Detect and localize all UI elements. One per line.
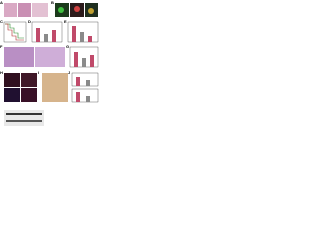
- panel-label: I: [38, 70, 39, 75]
- panel-label: G: [66, 44, 69, 49]
- bar: [74, 52, 78, 67]
- fluorescence-image: [4, 73, 20, 87]
- blot-image: [4, 110, 44, 126]
- bar: [90, 55, 94, 67]
- ihc-image: [42, 73, 68, 102]
- bar: [88, 36, 92, 42]
- histology-image: [4, 47, 34, 67]
- fluorescence-signal: [58, 7, 64, 13]
- fluorescence-image: [21, 88, 37, 102]
- panel-label: F: [0, 44, 3, 49]
- curve: [5, 23, 24, 39]
- figure: A B C D E F G H I J: [0, 0, 99, 126]
- panel-label: B: [51, 0, 54, 5]
- bar: [36, 28, 40, 42]
- bar: [76, 77, 80, 86]
- histology-image: [18, 3, 31, 17]
- fluorescence-signal: [88, 8, 94, 14]
- plot-frame: [71, 72, 99, 87]
- panel-label: H: [0, 70, 3, 75]
- blot-band: [6, 113, 42, 115]
- curve: [5, 23, 24, 41]
- bar: [72, 26, 76, 42]
- histology-image: [4, 3, 17, 17]
- histology-image: [32, 3, 48, 17]
- blot-band: [6, 120, 42, 122]
- fluorescence-signal: [74, 6, 80, 12]
- panel-label: J: [68, 70, 70, 75]
- bar: [86, 96, 90, 102]
- plot-frame: [3, 21, 27, 43]
- histology-image: [35, 47, 65, 67]
- bar: [76, 92, 80, 102]
- panel-label: E: [64, 19, 67, 24]
- panel-label: C: [0, 19, 3, 24]
- plot-frame: [71, 88, 99, 103]
- panel-label: D: [28, 19, 31, 24]
- bar: [86, 80, 90, 86]
- bar: [80, 32, 84, 42]
- fluorescence-image: [21, 73, 37, 87]
- bar: [44, 34, 48, 42]
- fluorescence-image: [4, 88, 20, 102]
- bar: [82, 58, 86, 67]
- panel-label: A: [0, 0, 3, 5]
- bar: [52, 30, 56, 42]
